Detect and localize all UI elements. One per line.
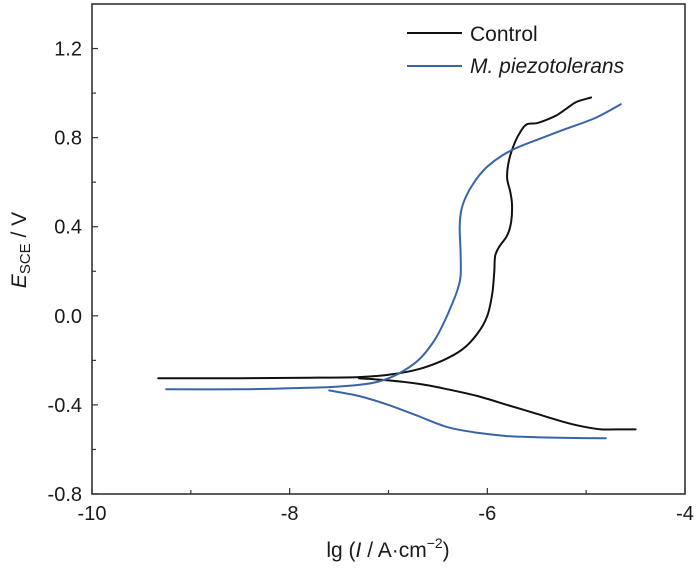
x-tick-label: -6 xyxy=(478,503,496,525)
series-m-piezotolerans-anodic xyxy=(165,103,622,391)
x-axis: -10 -8 -6 -4 xyxy=(78,488,694,525)
series-control-anodic xyxy=(157,96,593,380)
plot-area xyxy=(157,96,637,440)
x-axis-label: lg (I / A·cm−2) xyxy=(326,535,449,562)
y-tick-label: 0.8 xyxy=(54,128,82,150)
y-tick-label: -0.4 xyxy=(48,395,82,417)
y-tick-label: 0.4 xyxy=(54,217,82,239)
y-tick-label: -0.8 xyxy=(48,484,82,506)
x-tick-label: -4 xyxy=(676,503,694,525)
series-control-cathodic xyxy=(357,377,637,431)
x-tick-label: -8 xyxy=(281,503,299,525)
legend-label-m-piezotolerans: M. piezotolerans xyxy=(470,55,625,78)
y-axis-label: ESCE / V xyxy=(8,212,34,288)
series-m-piezotolerans-cathodic xyxy=(328,389,607,440)
legend-label-control: Control xyxy=(470,23,538,46)
y-axis: -0.8 -0.4 0.0 0.4 0.8 1.2 xyxy=(48,39,98,506)
y-tick-label: 1.2 xyxy=(54,39,82,61)
x-tick-label: -10 xyxy=(78,503,107,525)
legend: Control M. piezotolerans xyxy=(407,23,625,78)
y-tick-label: 0.0 xyxy=(54,306,82,328)
